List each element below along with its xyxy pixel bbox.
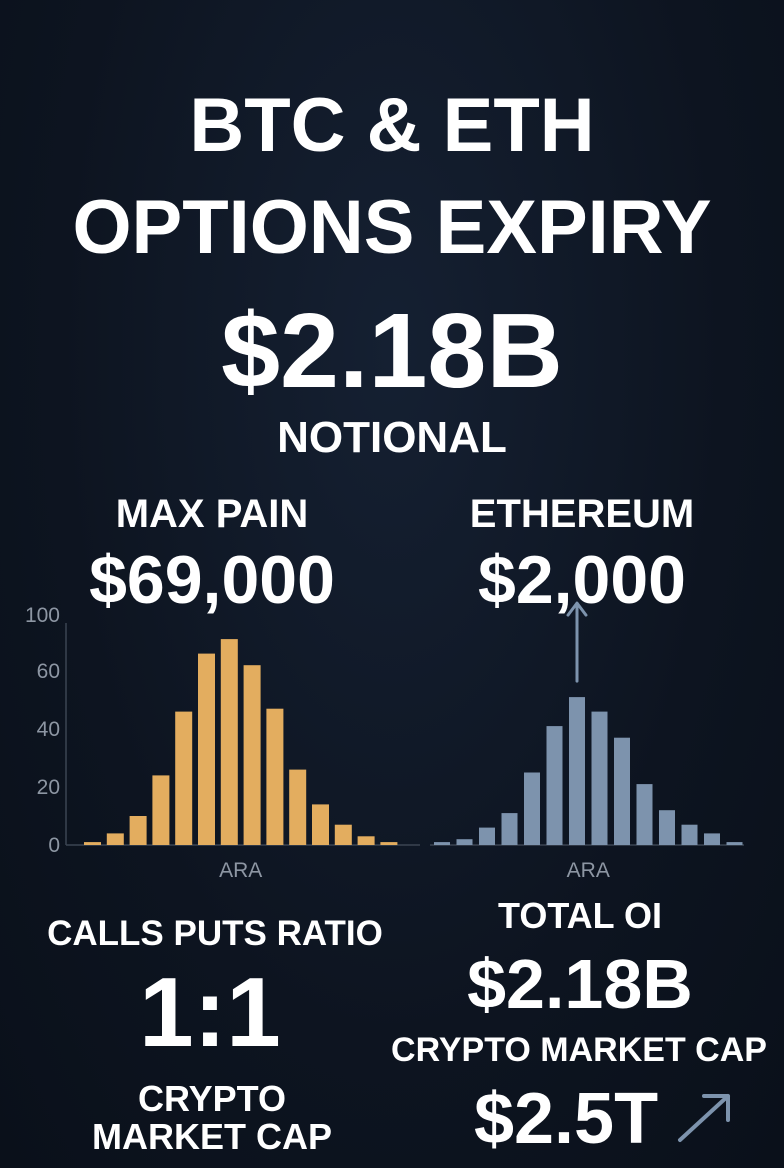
eth-bar: [659, 810, 675, 845]
crypto-market-cap-left-label: CRYPTO MARKET CAP: [62, 1080, 362, 1156]
calls-puts-ratio-value: 1:1: [139, 957, 281, 1067]
eth-bar: [636, 784, 653, 845]
ethereum-label: ETHEREUM: [469, 492, 695, 536]
btc-bar: [357, 836, 375, 845]
title-line-2: OPTIONS EXPIRY: [72, 185, 712, 270]
eth-bar: [704, 833, 720, 845]
eth-bar: [434, 842, 450, 845]
eth-bar: [681, 824, 698, 845]
crypto-market-cap-right-label: CRYPTO MARKET CAP: [391, 1031, 767, 1069]
eth-bar: [456, 839, 473, 845]
x-axis-label: ARA: [567, 859, 610, 882]
y-tick-label: 60: [37, 660, 60, 683]
eth-bar: [524, 772, 540, 845]
up-arrow-icon: [566, 601, 588, 683]
btc-bar: [266, 708, 284, 845]
btc-bar: [312, 804, 329, 845]
btc-bar: [106, 833, 124, 845]
eth-bar: [726, 842, 743, 845]
total-oi-value: $2.18B: [467, 945, 693, 1023]
total-oi-label: TOTAL OI: [497, 895, 662, 936]
btc-bar: [175, 711, 193, 845]
eth-bar: [546, 726, 563, 845]
notional-label: NOTIONAL: [277, 413, 507, 462]
btc-bar: [334, 824, 352, 845]
eth-bar: [479, 827, 495, 845]
eth-bar: [501, 813, 518, 845]
btc-bar: [220, 639, 238, 845]
crypto-market-cap-left-line2: MARKET CAP: [92, 1116, 332, 1157]
y-tick-label: 20: [37, 776, 60, 799]
btc-bar: [198, 653, 215, 845]
eth-bar: [569, 697, 585, 845]
title-line-1: BTC & ETH: [189, 83, 595, 168]
y-tick-label: 100: [25, 604, 60, 627]
y-tick-label: 40: [37, 718, 60, 741]
max-pain-value: $69,000: [89, 542, 335, 618]
calls-puts-ratio-label: CALLS PUTS RATIO: [47, 914, 383, 953]
up-right-arrow-icon: [678, 1094, 730, 1142]
btc-bar: [129, 816, 147, 845]
max-pain-label: MAX PAIN: [115, 492, 309, 536]
crypto-market-cap-left-line1: CRYPTO: [137, 1078, 287, 1119]
btc-bar: [152, 775, 170, 845]
options-bar-charts: 100 60 40 20 0 ARA ARA: [25, 601, 744, 882]
y-tick-label: 0: [48, 834, 60, 857]
eth-bar: [591, 711, 608, 845]
btc-bar: [380, 842, 398, 845]
btc-bar: [243, 665, 261, 845]
crypto-market-cap-right-value: $2.5T: [473, 1079, 659, 1159]
btc-bar: [84, 842, 101, 845]
btc-bar: [289, 769, 307, 845]
notional-value: $2.18B: [221, 292, 563, 410]
eth-bar: [614, 737, 630, 845]
x-axis-label: ARA: [219, 859, 262, 882]
ethereum-value: $2,000: [478, 542, 686, 618]
